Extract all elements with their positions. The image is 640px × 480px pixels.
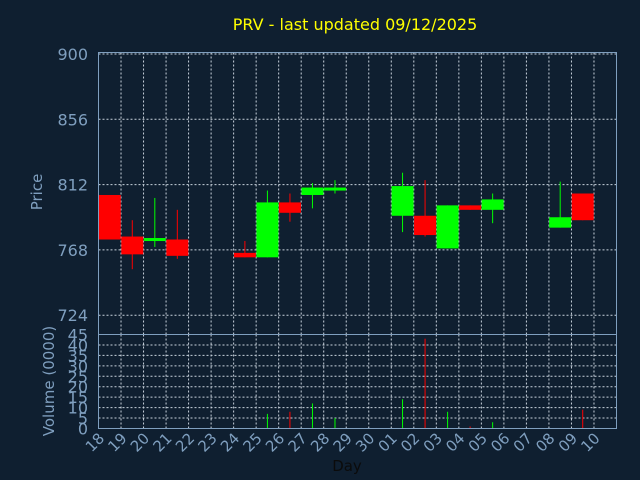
volume-tick-label: 20 bbox=[68, 378, 88, 397]
volume-panel-frame bbox=[98, 334, 617, 429]
candle-body bbox=[256, 202, 279, 258]
candle-body bbox=[391, 186, 414, 216]
volume-axis-label: Volume (0000) bbox=[40, 326, 58, 436]
candle-body bbox=[121, 236, 144, 255]
candle-20 bbox=[143, 197, 166, 247]
candle-body bbox=[481, 199, 504, 210]
price-tick-label: 812 bbox=[57, 176, 88, 195]
x-tick-label: 10 bbox=[577, 429, 603, 455]
candle-09 bbox=[571, 193, 594, 221]
volume-tick-label: 35 bbox=[68, 346, 88, 365]
volume-tick-label: 5 bbox=[78, 409, 88, 428]
price-panel-frame bbox=[98, 52, 617, 335]
price-tick-label: 724 bbox=[57, 306, 88, 325]
volume-tick-label: 45 bbox=[68, 326, 88, 345]
x-axis-label: Day bbox=[332, 457, 362, 475]
candle-body bbox=[323, 187, 346, 191]
candle-24 bbox=[233, 240, 256, 258]
price-tick-label: 900 bbox=[57, 45, 88, 64]
candle-body bbox=[143, 238, 166, 242]
candle-body bbox=[98, 194, 121, 240]
price-tick-label: 856 bbox=[57, 110, 88, 129]
candle-08 bbox=[549, 181, 572, 228]
candle-body bbox=[549, 217, 572, 228]
candle-body bbox=[278, 202, 301, 213]
candle-02 bbox=[414, 180, 437, 237]
candle-body bbox=[436, 205, 459, 249]
candle-body bbox=[166, 239, 189, 256]
price-panel: 724 768 812 856 900 Price bbox=[28, 45, 617, 335]
candle-18 bbox=[98, 194, 121, 240]
candle-body bbox=[414, 215, 437, 236]
candle-body bbox=[301, 187, 324, 195]
chart-title: PRV - last updated 09/12/2025 bbox=[233, 15, 478, 34]
volume-tick-label: 25 bbox=[68, 367, 88, 386]
candle-25 bbox=[256, 190, 279, 258]
volume-gridlines bbox=[98, 334, 617, 429]
candle-27 bbox=[301, 183, 324, 209]
candle-26 bbox=[278, 193, 301, 222]
volume-bars bbox=[266, 338, 584, 429]
price-tick-label: 768 bbox=[57, 241, 88, 260]
price-gridlines bbox=[98, 52, 617, 335]
candle-05 bbox=[481, 193, 504, 224]
candle-28 bbox=[323, 180, 346, 194]
volume-tick-label: 40 bbox=[68, 336, 88, 355]
candle-body bbox=[459, 205, 482, 210]
candle-body bbox=[233, 252, 256, 258]
volume-tick-label: 10 bbox=[68, 399, 88, 418]
candle-03 bbox=[436, 205, 459, 249]
candle-21 bbox=[166, 209, 189, 259]
volume-tick-label: 15 bbox=[68, 388, 88, 407]
candle-19 bbox=[121, 220, 144, 270]
candles bbox=[98, 172, 594, 270]
price-axis-label: Price bbox=[28, 174, 46, 211]
price-tick-labels: 724 768 812 856 900 bbox=[57, 45, 88, 325]
candle-body bbox=[571, 193, 594, 221]
x-tick-labels: 1819202122232425262728293001020304050607… bbox=[82, 429, 604, 455]
candle-04 bbox=[459, 205, 482, 210]
candle-01 bbox=[391, 172, 414, 233]
volume-tick-label: 30 bbox=[68, 357, 88, 376]
volume-tick-label: 0 bbox=[78, 420, 88, 439]
